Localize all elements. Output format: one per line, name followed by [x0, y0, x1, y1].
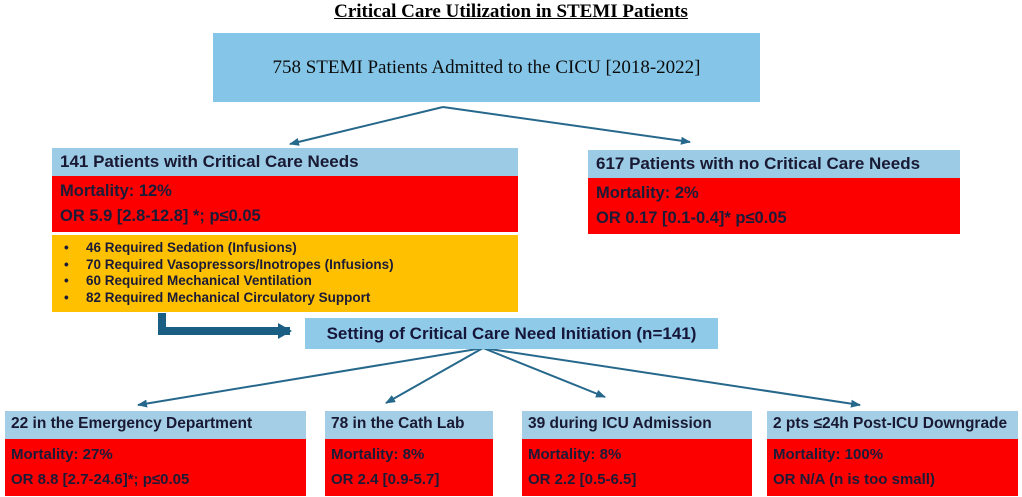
- elbow-arrow-critical-to-setting: [158, 313, 292, 339]
- downgrade-mortality-line1: Mortality: 100%: [773, 446, 884, 463]
- group-post-icu-downgrade: 2 pts ≤24h Post-ICU Downgrade Mortality:…: [767, 411, 1018, 496]
- icu-mortality-block: Mortality: 8% OR 2.2 [0.5-6.5]: [522, 439, 752, 496]
- group-cath-lab: 78 in the Cath Lab Mortality: 8% OR 2.4 …: [325, 411, 493, 496]
- arrow-setting-to-downgrade: [482, 347, 861, 408]
- root-box-stemi-admitted: 758 STEMI Patients Admitted to the CICU …: [213, 33, 760, 102]
- critical-mortality-line1: Mortality: 12%: [60, 182, 172, 200]
- downgrade-mortality-block: Mortality: 100% OR N/A (n is too small): [767, 439, 1018, 496]
- icu-header: 39 during ICU Admission: [522, 411, 752, 439]
- ed-mortality-line2: OR 8.8 [2.7-24.6]*; p≤0.05: [11, 471, 190, 488]
- arrow-root-to-critical: [289, 106, 444, 146]
- downgrade-mortality-line2: OR N/A (n is too small): [773, 471, 935, 488]
- critical-header: 141 Patients with Critical Care Needs: [52, 148, 518, 176]
- group-critical-care-needs: 141 Patients with Critical Care Needs Mo…: [52, 148, 518, 312]
- group-no-critical-care-needs: 617 Patients with no Critical Care Needs…: [588, 150, 960, 234]
- ed-mortality-block: Mortality: 27% OR 8.8 [2.7-24.6]*; p≤0.0…: [5, 439, 306, 496]
- no-critical-header: 617 Patients with no Critical Care Needs: [588, 150, 960, 178]
- root-box-label: 758 STEMI Patients Admitted to the CICU …: [272, 56, 701, 78]
- group-icu-admission: 39 during ICU Admission Mortality: 8% OR…: [522, 411, 752, 496]
- cathlab-mortality-line2: OR 2.4 [0.9-5.7]: [331, 471, 440, 488]
- no-critical-mortality-line2: OR 0.17 [0.1-0.4]* p≤0.05: [596, 209, 787, 227]
- critical-mortality-line2: OR 5.9 [2.8-12.8] *; p≤0.05: [60, 207, 261, 225]
- list-item: 70 Required Vasopressors/Inotropes (Infu…: [52, 257, 514, 274]
- cathlab-mortality-block: Mortality: 8% OR 2.4 [0.9-5.7]: [325, 439, 493, 496]
- no-critical-mortality-block: Mortality: 2% OR 0.17 [0.1-0.4]* p≤0.05: [588, 178, 960, 234]
- setting-initiation-box: Setting of Critical Care Need Initiation…: [305, 318, 718, 349]
- ed-header: 22 in the Emergency Department: [5, 411, 306, 439]
- icu-mortality-line1: Mortality: 8%: [528, 446, 622, 463]
- arrow-root-to-no-critical: [442, 106, 691, 145]
- list-item: 46 Required Sedation (Infusions): [52, 240, 514, 257]
- critical-needs-list: 46 Required Sedation (Infusions) 70 Requ…: [52, 240, 514, 306]
- arrow-setting-to-ed: [137, 347, 484, 408]
- downgrade-header: 2 pts ≤24h Post-ICU Downgrade: [767, 411, 1018, 439]
- group-emergency-department: 22 in the Emergency Department Mortality…: [5, 411, 306, 496]
- no-critical-mortality-line1: Mortality: 2%: [596, 184, 699, 202]
- arrow-setting-to-cathlab: [385, 347, 484, 404]
- critical-mortality-block: Mortality: 12% OR 5.9 [2.8-12.8] *; p≤0.…: [52, 176, 518, 232]
- cathlab-mortality-line1: Mortality: 8%: [331, 446, 425, 463]
- icu-mortality-line2: OR 2.2 [0.5-6.5]: [528, 471, 637, 488]
- page-title: Critical Care Utilization in STEMI Patie…: [334, 1, 688, 22]
- setting-initiation-label: Setting of Critical Care Need Initiation…: [326, 323, 697, 343]
- cathlab-header: 78 in the Cath Lab: [325, 411, 493, 439]
- ed-mortality-line1: Mortality: 27%: [11, 446, 113, 463]
- list-item: 82 Required Mechanical Circulatory Suppo…: [52, 290, 514, 307]
- critical-needs-breakdown: 46 Required Sedation (Infusions) 70 Requ…: [52, 235, 518, 312]
- list-item: 60 Required Mechanical Ventilation: [52, 273, 514, 290]
- arrow-setting-to-icu: [482, 347, 606, 398]
